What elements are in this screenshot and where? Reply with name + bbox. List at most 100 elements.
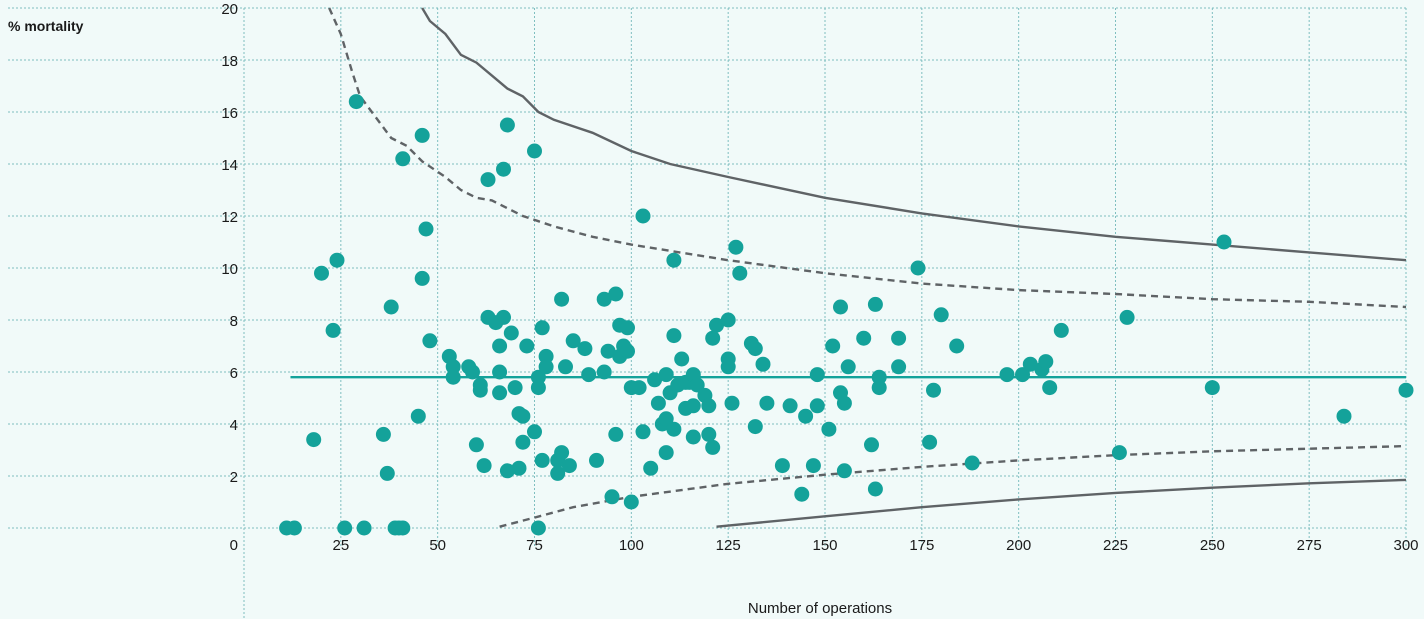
data-point	[337, 520, 353, 536]
data-point	[871, 369, 887, 385]
data-point	[705, 330, 721, 346]
data-point	[658, 367, 674, 383]
data-point	[674, 351, 690, 367]
data-point	[1022, 356, 1038, 372]
y-tick-label: 16	[221, 105, 238, 122]
x-tick-label: 200	[1006, 537, 1031, 554]
x-tick-labels: 25 50 75 100 125 150 175 200 225 250 275 300	[332, 537, 1418, 554]
data-point	[620, 320, 635, 336]
data-point	[871, 380, 887, 396]
data-point	[643, 460, 659, 476]
x-tick-label: 150	[812, 537, 837, 554]
data-point	[666, 252, 682, 268]
data-point	[647, 372, 663, 388]
y-tick-label: 14	[221, 157, 238, 174]
x-tick-label: 225	[1103, 537, 1128, 554]
data-point	[631, 380, 647, 396]
data-point	[608, 426, 624, 442]
data-point	[1042, 380, 1058, 396]
data-point	[926, 382, 941, 398]
data-point	[496, 161, 511, 177]
data-point	[635, 208, 651, 224]
data-point	[395, 151, 411, 167]
data-point	[383, 299, 399, 315]
data-point	[418, 221, 434, 237]
data-point	[910, 260, 926, 276]
data-point	[1398, 382, 1414, 398]
data-point	[864, 437, 879, 453]
data-point	[348, 94, 364, 110]
x-tick-label: 75	[526, 537, 543, 554]
data-point	[325, 322, 341, 338]
data-point	[507, 380, 523, 396]
data-point	[666, 328, 682, 344]
data-point	[891, 359, 907, 375]
data-point	[701, 426, 717, 442]
data-point	[747, 419, 763, 435]
x-tick-label: 25	[332, 537, 349, 554]
data-point	[554, 445, 570, 461]
data-point	[720, 312, 736, 328]
x-tick-label: 125	[716, 537, 741, 554]
data-point	[658, 445, 674, 461]
data-point	[747, 341, 763, 357]
data-point	[666, 421, 682, 437]
data-point	[314, 265, 329, 281]
data-point	[685, 398, 701, 414]
data-point	[999, 367, 1015, 383]
data-point	[530, 369, 546, 385]
data-point	[720, 359, 736, 375]
grid	[8, 7, 1407, 619]
data-point	[589, 452, 604, 468]
data-point	[445, 369, 461, 385]
limit-line-lower-solid	[716, 478, 1407, 528]
y-tick-label: 4	[230, 417, 238, 434]
data-point	[650, 395, 666, 411]
data-point	[596, 291, 612, 307]
data-point	[685, 429, 701, 445]
data-point	[755, 356, 771, 372]
data-point	[565, 333, 581, 349]
data-point	[689, 377, 705, 393]
y-tick-label: 0	[230, 537, 238, 554]
data-point	[414, 127, 430, 143]
data-point	[949, 338, 965, 354]
x-tick-label: 250	[1200, 537, 1225, 554]
data-point	[515, 434, 531, 450]
data-point	[658, 411, 674, 427]
y-tick-label: 20	[221, 1, 238, 18]
data-point	[833, 299, 848, 315]
data-point	[538, 348, 554, 364]
data-point	[395, 520, 411, 536]
data-point	[821, 421, 837, 437]
data-points	[279, 94, 1414, 536]
data-point	[480, 172, 496, 188]
limit-line-upper-dashed	[328, 7, 1407, 309]
data-point	[635, 424, 651, 440]
data-point	[472, 377, 488, 393]
control-limits	[328, 7, 1407, 528]
x-tick-label: 100	[619, 537, 644, 554]
data-point	[1336, 408, 1352, 424]
data-point	[379, 465, 395, 481]
data-point	[798, 408, 814, 424]
x-tick-label: 50	[429, 537, 446, 554]
data-point	[414, 270, 430, 286]
data-point	[759, 395, 775, 411]
data-point	[492, 364, 508, 380]
data-point	[891, 330, 907, 346]
x-axis-label: Number of operations	[748, 600, 892, 617]
data-point	[728, 239, 744, 255]
y-tick-label: 12	[221, 209, 238, 226]
data-point	[492, 338, 508, 354]
data-point	[581, 367, 597, 383]
y-tick-label: 6	[230, 365, 238, 382]
y-tick-label: 18	[221, 53, 238, 70]
data-point	[596, 364, 612, 380]
y-tick-label: 8	[230, 313, 238, 330]
data-point	[604, 489, 620, 505]
data-point	[530, 380, 546, 396]
data-point	[306, 432, 322, 448]
data-point	[577, 341, 593, 357]
data-point	[782, 398, 798, 414]
